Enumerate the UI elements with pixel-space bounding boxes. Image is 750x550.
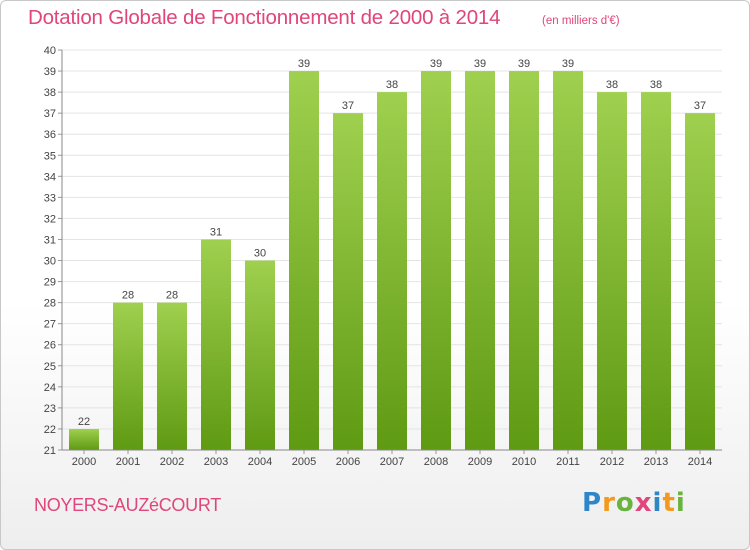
- x-tick-label: 2007: [380, 456, 404, 468]
- y-tick-label: 24: [44, 382, 56, 394]
- bar-2011: [553, 71, 583, 450]
- bar-value-label: 39: [474, 58, 486, 70]
- logo-letter: P: [582, 488, 603, 518]
- bar-chart: 21 22 23 24 25 26 27 28 29 30 31 32 33 34 35 36 37 38 39 40…: [44, 45, 722, 468]
- bar-value-label: 37: [694, 100, 706, 112]
- x-tick-label: 2013: [644, 456, 668, 468]
- bar-2000: [69, 428, 99, 450]
- bar-value-label: 39: [430, 58, 442, 70]
- logo-letter: i: [652, 488, 663, 518]
- y-tick-label: 26: [44, 340, 56, 352]
- axes: [58, 49, 722, 454]
- chart-unit: (en milliers d'€): [542, 15, 620, 27]
- logo-letter: i: [675, 488, 686, 518]
- x-tick-label: 2006: [336, 456, 360, 468]
- y-tick-label: 30: [44, 256, 56, 268]
- bar-2004: [245, 260, 275, 450]
- y-tick-label: 36: [44, 129, 56, 141]
- bar-2005: [289, 71, 319, 450]
- bar-value-label: 22: [78, 416, 90, 428]
- y-tick-label: 31: [44, 234, 56, 246]
- x-tick-label: 2012: [600, 456, 624, 468]
- bar-2014: [685, 113, 715, 450]
- bar-2006: [333, 113, 363, 450]
- proxiti-logo: Proxiti: [582, 488, 686, 518]
- x-tick-label: 2010: [512, 456, 536, 468]
- y-tick-label: 33: [44, 192, 56, 204]
- bar-value-label: 39: [518, 58, 530, 70]
- x-tick-label: 2004: [248, 456, 272, 468]
- x-tick-label: 2005: [292, 456, 316, 468]
- y-tick-label: 37: [44, 108, 56, 120]
- bar-2012: [597, 92, 627, 451]
- x-tick-label: 2009: [468, 456, 492, 468]
- bars: [69, 71, 715, 451]
- bar-value-label: 31: [210, 226, 222, 238]
- logo-letter: t: [662, 488, 676, 518]
- bar-2007: [377, 92, 407, 451]
- y-tick-label: 29: [44, 277, 56, 289]
- bar-2009: [465, 71, 495, 450]
- y-tick-label: 27: [44, 319, 56, 331]
- bar-value-label: 37: [342, 100, 354, 112]
- bar-2001: [113, 302, 143, 450]
- y-tick-label: 35: [44, 150, 56, 162]
- bar-2002: [157, 302, 187, 450]
- y-tick-label: 23: [44, 403, 56, 415]
- y-tick-label: 40: [44, 45, 56, 57]
- x-tick-label: 2011: [556, 456, 580, 468]
- logo-letter: x: [634, 488, 653, 518]
- y-tick-label: 25: [44, 361, 56, 373]
- bar-2008: [421, 71, 451, 450]
- bar-value-label: 28: [122, 290, 134, 302]
- commune-name: NOYERS-AUZéCOURT: [34, 495, 221, 515]
- bar-2010: [509, 71, 539, 450]
- x-tick-label: 2014: [688, 456, 712, 468]
- x-tick-label: 2003: [204, 456, 228, 468]
- bar-2013: [641, 92, 671, 451]
- x-tick-label: 2002: [160, 456, 184, 468]
- y-tick-label: 32: [44, 213, 56, 225]
- y-tick-label: 39: [44, 66, 56, 78]
- bar-value-label: 38: [386, 79, 398, 91]
- bar-value-label: 39: [298, 58, 310, 70]
- x-tick-label: 2000: [72, 456, 96, 468]
- x-tick-label: 2001: [116, 456, 140, 468]
- logo-letter: o: [615, 488, 635, 518]
- y-tick-label: 28: [44, 298, 56, 310]
- y-tick-label: 38: [44, 87, 56, 99]
- bar-value-label: 38: [606, 79, 618, 91]
- bar-2003: [201, 239, 231, 450]
- labels: 21 22 23 24 25 26 27 28 29 30 31 32 33 34 35 36 37 38 39 40…: [44, 45, 712, 468]
- bar-value-label: 39: [562, 58, 574, 70]
- bar-value-label: 28: [166, 290, 178, 302]
- y-tick-label: 21: [44, 445, 56, 457]
- x-tick-label: 2008: [424, 456, 448, 468]
- y-tick-label: 34: [44, 171, 56, 183]
- y-tick-label: 22: [44, 424, 56, 436]
- bar-value-label: 30: [254, 248, 266, 260]
- chart-title: Dotation Globale de Fonctionnement de 20…: [28, 6, 501, 29]
- logo-letter: r: [602, 488, 616, 518]
- bar-value-label: 38: [650, 79, 662, 91]
